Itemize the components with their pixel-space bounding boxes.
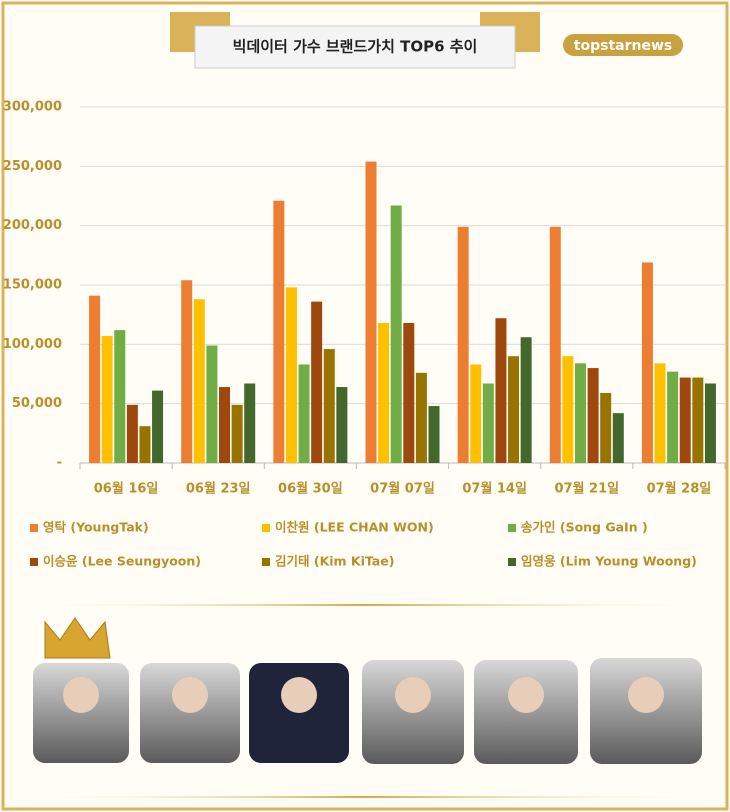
bar xyxy=(181,280,193,463)
bar xyxy=(508,356,520,463)
bar xyxy=(114,330,126,463)
legend-swatch xyxy=(508,558,516,566)
bar xyxy=(311,301,323,463)
bar xyxy=(679,377,691,463)
y-tick-label: 200,000 xyxy=(3,218,62,233)
bar xyxy=(415,372,427,463)
bar xyxy=(520,337,532,463)
legend-swatch xyxy=(262,524,270,532)
x-tick-label: 06월 30일 xyxy=(278,481,343,497)
bar xyxy=(336,387,348,463)
logo-badge xyxy=(563,34,683,56)
y-tick-label: - xyxy=(57,456,62,471)
bar xyxy=(470,364,482,463)
bar xyxy=(139,426,151,463)
bar xyxy=(692,377,704,463)
y-tick-label: 250,000 xyxy=(3,159,62,174)
legend-label: 송가인 (Song GaIn ) xyxy=(521,520,648,535)
legend-label: 이승윤 (Lee Seungyoon) xyxy=(43,554,201,569)
bar xyxy=(390,205,402,463)
divider xyxy=(30,604,700,606)
legend-swatch xyxy=(508,524,516,532)
bar xyxy=(482,383,494,463)
bar xyxy=(654,363,666,463)
bar xyxy=(206,345,218,463)
bar xyxy=(704,383,716,463)
bar xyxy=(403,322,415,463)
bar xyxy=(285,287,297,463)
bar xyxy=(495,318,507,463)
y-tick-label: 50,000 xyxy=(12,396,62,411)
legend-swatch xyxy=(30,524,38,532)
x-tick-label: 07월 28일 xyxy=(647,481,712,497)
bar xyxy=(126,404,138,463)
bar xyxy=(428,406,440,463)
x-tick-label: 07월 07일 xyxy=(370,481,435,497)
x-tick-label: 06월 16일 xyxy=(94,481,159,497)
bar xyxy=(101,336,113,463)
legend-label: 김기태 (Kim KiTae) xyxy=(275,554,394,569)
bar xyxy=(587,368,599,463)
bar xyxy=(193,299,205,463)
photos xyxy=(33,658,702,764)
bar xyxy=(244,383,256,463)
bar xyxy=(549,226,561,463)
bar xyxy=(600,392,612,463)
x-tick-label: 07월 21일 xyxy=(554,481,619,497)
x-tick-label: 07월 14일 xyxy=(462,481,527,497)
bar xyxy=(273,200,285,463)
bar xyxy=(231,404,243,463)
logo: topstarnews xyxy=(574,38,672,54)
bar xyxy=(152,390,164,463)
legend-label: 이찬원 (LEE CHAN WON) xyxy=(275,520,434,535)
bar xyxy=(298,364,310,463)
y-tick-label: 300,000 xyxy=(3,100,62,115)
y-tick-label: 100,000 xyxy=(3,337,62,352)
bar xyxy=(219,387,231,463)
bar xyxy=(323,349,335,463)
bar xyxy=(574,363,586,463)
bar xyxy=(457,226,469,463)
chart-title: 빅데이터 가수 브랜드가치 TOP6 추이 xyxy=(233,38,478,56)
bar xyxy=(641,262,653,463)
bar xyxy=(667,371,679,463)
bar xyxy=(378,322,390,463)
bar xyxy=(89,295,101,463)
bar xyxy=(365,161,377,463)
plot: - 50,000 100,000 150,000 200,000 250,000 300,0… xyxy=(3,100,726,497)
x-tick-label: 06월 23일 xyxy=(186,481,251,497)
y-tick-label: 150,000 xyxy=(3,278,62,293)
legend-swatch xyxy=(262,558,270,566)
legend-label: 임영웅 (Lim Young Woong) xyxy=(521,554,697,569)
crown xyxy=(44,617,111,659)
divider xyxy=(30,796,700,798)
bar xyxy=(612,413,624,463)
legend-label: 영탁 (YoungTak) xyxy=(43,520,149,535)
legend-swatch xyxy=(30,558,38,566)
title-banner xyxy=(170,12,540,69)
bar xyxy=(562,356,574,463)
